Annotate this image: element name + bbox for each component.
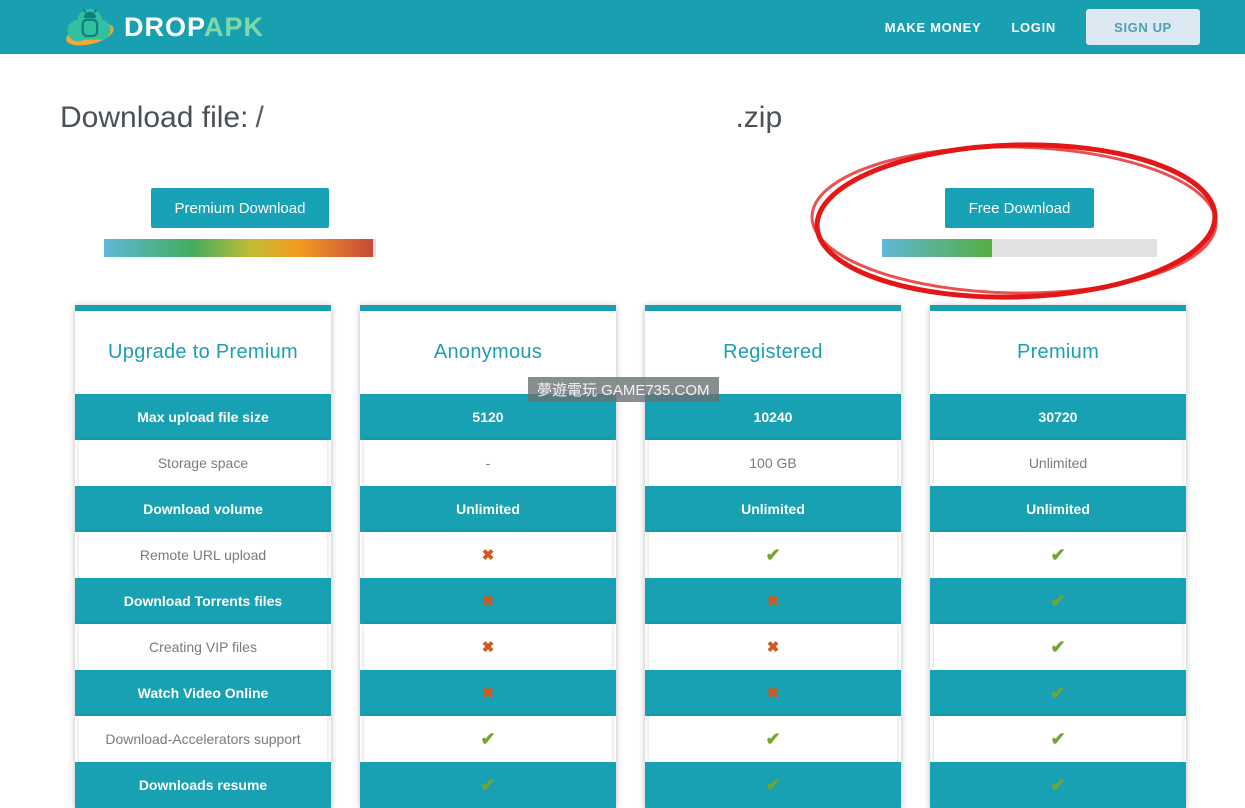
- free-progress-fill: [882, 239, 992, 257]
- free-progress-bar: [882, 239, 1157, 257]
- check-icon: ✔: [1050, 637, 1066, 657]
- table-row: ✔: [934, 532, 1182, 578]
- premium-progress-bar: [104, 239, 376, 257]
- free-download-button[interactable]: Free Download: [944, 188, 1095, 228]
- card-top-accent: [645, 305, 901, 311]
- table-row: Max upload file size: [75, 394, 331, 440]
- table-row: ✔: [934, 716, 1182, 762]
- cross-icon: ✖: [766, 638, 780, 656]
- logo[interactable]: DROPAPK: [62, 4, 264, 50]
- table-row: ✔: [930, 762, 1186, 808]
- nav-login-link[interactable]: LOGIN: [1011, 19, 1056, 35]
- dropapk-logo-icon: [66, 8, 114, 46]
- card-top-accent: [75, 305, 331, 311]
- free-download-section: Free Download: [882, 188, 1157, 257]
- table-row: 100 GB: [649, 440, 897, 486]
- table-row: Downloads resume: [75, 762, 331, 808]
- table-row: ✖: [645, 670, 901, 716]
- logo-text-drop: DROP: [124, 11, 205, 42]
- table-row: ✖: [649, 624, 897, 670]
- cross-icon: ✖: [481, 638, 495, 656]
- table-row: ✔: [360, 762, 616, 808]
- page-title-prefix: Download file:: [60, 101, 249, 134]
- premium-download-button[interactable]: Premium Download: [150, 188, 330, 228]
- table-row: Download-Accelerators support: [79, 716, 327, 762]
- table-row: ✔: [930, 578, 1186, 624]
- table-row: Unlimited: [930, 486, 1186, 532]
- check-icon: ✔: [765, 775, 781, 795]
- table-row: ✔: [649, 532, 897, 578]
- cross-icon: ✖: [481, 546, 495, 564]
- cross-icon: ✖: [766, 592, 780, 610]
- check-icon: ✔: [1050, 683, 1066, 703]
- table-row: Watch Video Online: [75, 670, 331, 716]
- table-row: ✔: [364, 716, 612, 762]
- page-title-extension: .zip: [735, 101, 783, 134]
- table-row: Remote URL upload: [79, 532, 327, 578]
- redacted-filename: /: [255, 101, 264, 134]
- logo-text: DROPAPK: [124, 12, 264, 43]
- check-icon: ✔: [1050, 729, 1066, 749]
- table-row: ✔: [934, 624, 1182, 670]
- table-row: Unlimited: [934, 440, 1182, 486]
- table-row: Unlimited: [360, 486, 616, 532]
- card-top-accent: [930, 305, 1186, 311]
- premium-progress-fill: [104, 239, 374, 257]
- signup-button[interactable]: SIGN UP: [1086, 9, 1200, 45]
- plan-card-premium: Premium 30720 Unlimited Unlimited ✔ ✔ ✔ ✔ ✔ ✔: [930, 305, 1186, 808]
- check-icon: ✔: [1050, 591, 1066, 611]
- table-row: ✔: [645, 762, 901, 808]
- table-row: Creating VIP files: [79, 624, 327, 670]
- card-top-accent: [360, 305, 616, 311]
- table-row: Storage space: [79, 440, 327, 486]
- table-row: ✖: [360, 578, 616, 624]
- navbar: DROPAPK MAKE MONEY LOGIN SIGN UP: [0, 0, 1245, 54]
- table-row: ✖: [360, 670, 616, 716]
- table-row: 30720: [930, 394, 1186, 440]
- cross-icon: ✖: [481, 592, 495, 610]
- cross-icon: ✖: [766, 684, 780, 702]
- table-row: ✔: [649, 716, 897, 762]
- table-row: Download Torrents files: [75, 578, 331, 624]
- table-row: Unlimited: [645, 486, 901, 532]
- upgrade-to-premium-title[interactable]: Upgrade to Premium: [108, 341, 298, 363]
- watermark: 夢遊電玩 GAME735.COM: [528, 377, 719, 402]
- check-icon: ✔: [765, 729, 781, 749]
- logo-text-apk: APK: [204, 11, 265, 42]
- premium-download-section: Premium Download: [104, 188, 376, 257]
- nav-make-money-link[interactable]: MAKE MONEY: [884, 19, 982, 35]
- page-title: Download file: / .zip: [60, 101, 782, 135]
- table-row: ✔: [930, 670, 1186, 716]
- cross-icon: ✖: [481, 684, 495, 702]
- check-icon: ✔: [1050, 775, 1066, 795]
- plan-title: Anonymous: [433, 341, 543, 363]
- table-row: ✖: [364, 532, 612, 578]
- table-row: ✖: [364, 624, 612, 670]
- plan-title: Premium: [1016, 341, 1100, 363]
- feature-card: Upgrade to Premium Max upload file size St…: [75, 305, 331, 808]
- check-icon: ✔: [1050, 545, 1066, 565]
- check-icon: ✔: [480, 729, 496, 749]
- table-row: -: [364, 440, 612, 486]
- plan-title: Registered: [723, 341, 823, 363]
- check-icon: ✔: [480, 775, 496, 795]
- check-icon: ✔: [765, 545, 781, 565]
- table-row: Download volume: [75, 486, 331, 532]
- table-row: ✖: [645, 578, 901, 624]
- nav-links: MAKE MONEY LOGIN SIGN UP: [885, 9, 1200, 45]
